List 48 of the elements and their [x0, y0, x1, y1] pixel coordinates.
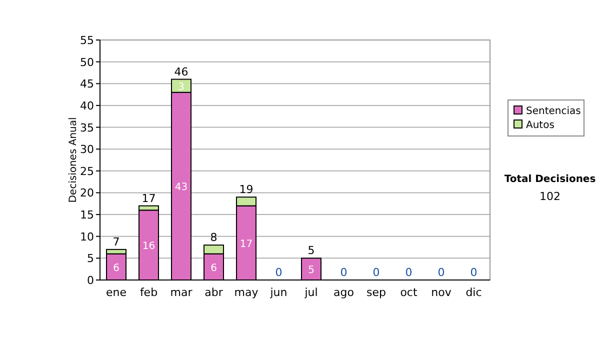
x-tick-label: oct — [400, 286, 418, 299]
total-label: 7 — [112, 235, 120, 248]
total-label: 0 — [470, 266, 478, 279]
total-label: 5 — [308, 244, 315, 258]
data-label: 6 — [113, 262, 120, 274]
x-tick-label: dic — [466, 286, 482, 299]
y-tick-label: 5 — [87, 252, 94, 266]
x-tick-label: feb — [140, 286, 158, 299]
x-tick-label: ago — [334, 286, 354, 299]
x-tick-label: jul — [304, 286, 318, 299]
y-tick-label: 10 — [80, 230, 94, 244]
y-tick-label: 35 — [80, 121, 94, 134]
total-label: 0 — [275, 266, 282, 279]
x-tick-label: sep — [366, 286, 386, 299]
y-tick-label: 25 — [80, 164, 94, 178]
text: Total Decisiones — [504, 174, 596, 185]
data-label: 17 — [240, 238, 253, 250]
total-label: 0 — [340, 266, 348, 279]
x-tick-label: mar — [170, 286, 193, 299]
total-label: 0 — [405, 266, 412, 279]
legend-label: Sentencias — [526, 106, 581, 117]
data-label: 43 — [174, 182, 188, 194]
y-tick-label: 30 — [80, 143, 94, 156]
y-axis-title: Decisiones Anual — [68, 117, 79, 203]
total-label: 8 — [210, 231, 218, 244]
data-label: 6 — [210, 262, 217, 274]
data-label: 5 — [308, 265, 314, 276]
total-label: 0 — [372, 266, 380, 279]
total-label: 0 — [438, 266, 445, 279]
legend-label: Autos — [526, 120, 554, 131]
text: 102 — [540, 190, 560, 203]
y-tick-label: 20 — [80, 186, 94, 200]
x-tick-label: jun — [269, 286, 288, 299]
data-label: 16 — [142, 241, 156, 252]
y-tick-label: 50 — [80, 56, 94, 69]
total-label: 19 — [239, 183, 254, 196]
y-tick-label: 0 — [87, 274, 94, 287]
x-tick-label: abr — [204, 286, 224, 299]
x-tick-label: ene — [106, 286, 127, 299]
x-tick-label: may — [234, 286, 259, 299]
y-tick-label: 15 — [80, 208, 94, 222]
y-tick-label: 40 — [80, 99, 94, 112]
x-tick-label: nov — [431, 286, 452, 299]
data-label: 3 — [178, 82, 184, 93]
total-label: 46 — [174, 65, 188, 78]
total-label: 17 — [142, 192, 156, 205]
y-tick-label: 55 — [80, 34, 94, 47]
y-tick-label: 45 — [80, 78, 94, 91]
